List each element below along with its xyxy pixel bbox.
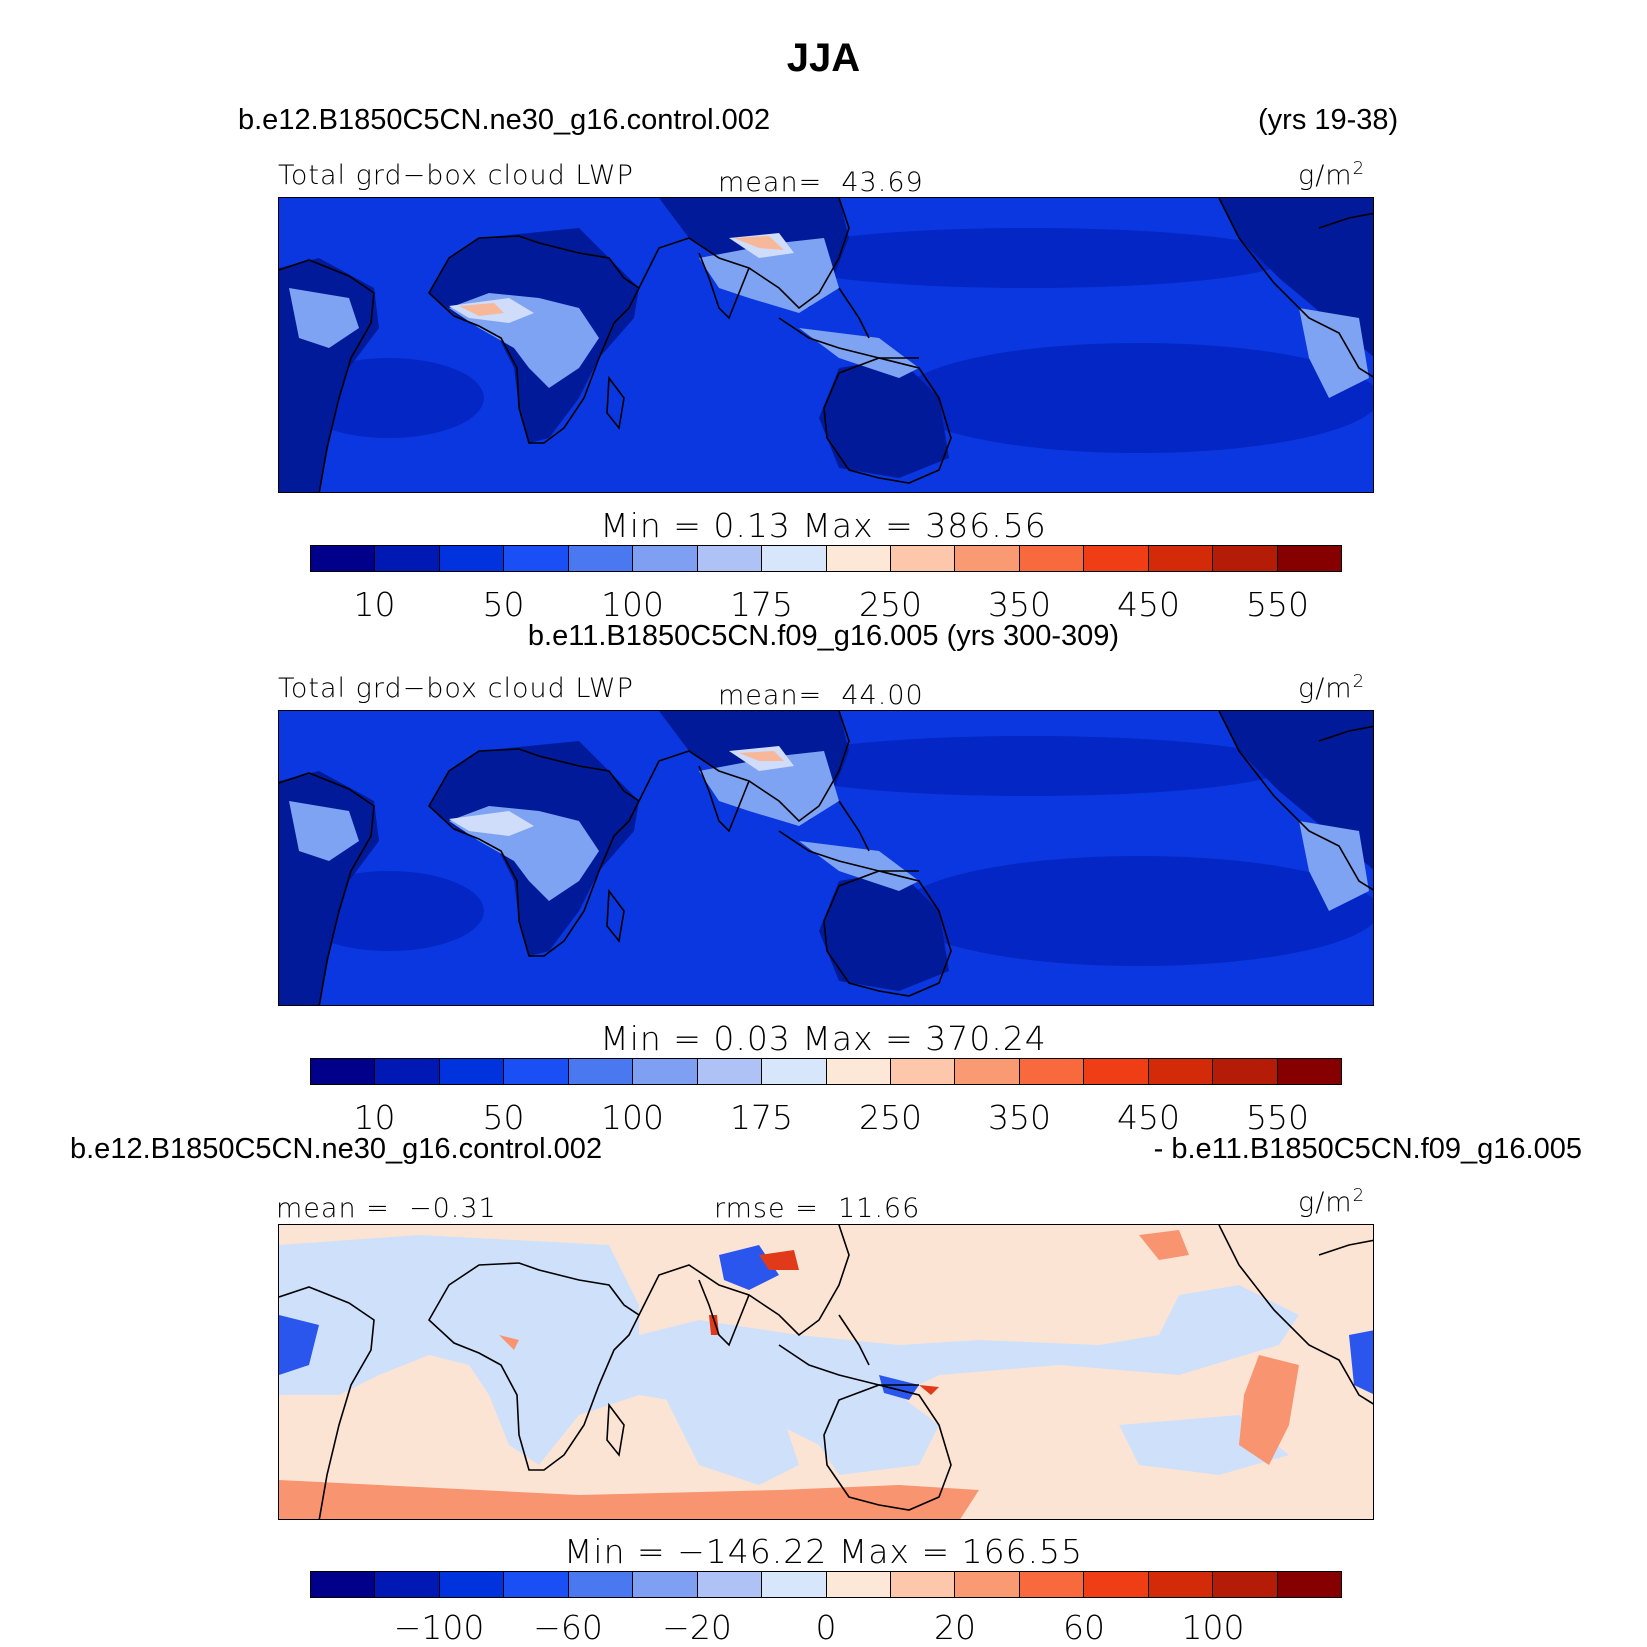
colorbar-box: [375, 1572, 440, 1597]
colorbar-tick-label: 250: [859, 1098, 922, 1137]
colorbar-box: [1148, 1059, 1214, 1084]
colorbar-box: [568, 1059, 634, 1084]
colorbar-tick-label: 450: [1117, 585, 1180, 624]
colorbar-box: [1019, 1572, 1085, 1597]
panel3-case-right: - b.e11.B1850C5CN.f09_g16.005: [1153, 1133, 1582, 1165]
colorbar-box: [826, 1572, 891, 1597]
colorbar-box: [955, 1059, 1020, 1084]
panel3-map: [278, 1224, 1374, 1520]
colorbar-box: [762, 1059, 827, 1084]
panel2-variable-label: Total grd−box cloud LWP: [278, 673, 634, 704]
panel3-colorbar: [310, 1571, 1342, 1598]
colorbar-box: [439, 1059, 505, 1084]
colorbar-box: [890, 1572, 956, 1597]
panel3-minmax: Min = −146.22 Max = 166.55: [563, 1532, 1084, 1571]
colorbar-box: [311, 546, 376, 571]
colorbar-box: [826, 546, 891, 571]
colorbar-box: [311, 1059, 376, 1084]
panel1-map: [278, 197, 1374, 493]
colorbar-box: [375, 1059, 440, 1084]
panel1-minmax: Min = 0.13 Max = 386.56: [600, 506, 1047, 545]
panel3-case-left: b.e12.B1850C5CN.ne30_g16.control.002: [70, 1133, 603, 1165]
colorbar-box: [439, 1572, 505, 1597]
colorbar-tick-label: 60: [1063, 1608, 1105, 1647]
panel2-minmax: Min = 0.03 Max = 370.24: [600, 1019, 1047, 1058]
colorbar-box: [955, 546, 1020, 571]
colorbar-tick-label: −60: [533, 1608, 603, 1647]
colorbar-tick-label: 350: [988, 585, 1051, 624]
panel2-map: [278, 710, 1374, 1006]
colorbar-box: [439, 546, 505, 571]
colorbar-tick-label: −20: [662, 1608, 732, 1647]
colorbar-tick-label: 20: [934, 1608, 976, 1647]
panel3-units: g/m2: [1298, 1185, 1366, 1218]
colorbar-tick-label: 100: [601, 585, 664, 624]
colorbar-box: [375, 546, 440, 571]
colorbar-tick-label: 550: [1246, 585, 1309, 624]
colorbar-box: [697, 546, 763, 571]
colorbar-tick-label: 10: [353, 1098, 396, 1137]
colorbar-box: [1277, 1572, 1341, 1597]
colorbar-box: [633, 1059, 698, 1084]
panel1-mean: mean= 43.69: [718, 167, 924, 198]
colorbar-tick-label: 50: [482, 585, 525, 624]
colorbar-box: [1213, 1572, 1278, 1597]
colorbar-tick-label: 175: [730, 1098, 793, 1137]
colorbar-box: [1148, 546, 1214, 571]
panel2-units: g/m2: [1298, 671, 1366, 704]
panel3-rmse: rmse = 11.66: [714, 1193, 921, 1224]
panel1-units: g/m2: [1298, 158, 1366, 191]
panel2-case-label: b.e11.B1850C5CN.f09_g16.005 (yrs 300-309…: [527, 620, 1120, 652]
colorbar-box: [1277, 1059, 1341, 1084]
colorbar-tick-label: 100: [1181, 1608, 1245, 1647]
colorbar-tick-label: 550: [1246, 1098, 1309, 1137]
colorbar-box: [890, 546, 956, 571]
colorbar-box: [1213, 1059, 1278, 1084]
colorbar-box: [955, 1572, 1020, 1597]
colorbar-tick-label: 250: [859, 585, 922, 624]
panel1-colorbar: [310, 545, 1342, 572]
colorbar-box: [311, 1572, 376, 1597]
colorbar-box: [1084, 1059, 1149, 1084]
colorbar-box: [633, 1572, 698, 1597]
colorbar-box: [1277, 546, 1341, 571]
colorbar-tick-label: 0: [815, 1608, 837, 1647]
panel2-mean: mean= 44.00: [718, 680, 924, 711]
colorbar-box: [697, 1572, 763, 1597]
panel1-variable-label: Total grd−box cloud LWP: [278, 160, 634, 191]
colorbar-box: [1019, 546, 1085, 571]
colorbar-box: [826, 1059, 891, 1084]
colorbar-tick-label: 350: [988, 1098, 1051, 1137]
page-title: JJA: [786, 36, 861, 80]
colorbar-box: [697, 1059, 763, 1084]
colorbar-tick-label: 175: [730, 585, 793, 624]
panel1-years-label: (yrs 19-38): [1258, 104, 1399, 136]
panel2-colorbar: [310, 1058, 1342, 1085]
colorbar-tick-label: 50: [482, 1098, 525, 1137]
colorbar-box: [504, 1572, 569, 1597]
colorbar-tick-label: 100: [601, 1098, 664, 1137]
colorbar-box: [1084, 1572, 1149, 1597]
colorbar-box: [633, 546, 698, 571]
colorbar-box: [762, 1572, 827, 1597]
colorbar-box: [504, 1059, 569, 1084]
colorbar-box: [504, 546, 569, 571]
colorbar-box: [890, 1059, 956, 1084]
colorbar-tick-label: 450: [1117, 1098, 1180, 1137]
panel3-mean: mean = −0.31: [276, 1193, 497, 1224]
colorbar-box: [1019, 1059, 1085, 1084]
colorbar-tick-label: −100: [393, 1608, 485, 1647]
colorbar-tick-label: 10: [353, 585, 396, 624]
colorbar-box: [568, 546, 634, 571]
colorbar-box: [1148, 1572, 1214, 1597]
colorbar-box: [568, 1572, 634, 1597]
colorbar-box: [1213, 546, 1278, 571]
colorbar-box: [1084, 546, 1149, 571]
panel1-case-label: b.e12.B1850C5CN.ne30_g16.control.002: [238, 104, 771, 136]
colorbar-box: [762, 546, 827, 571]
